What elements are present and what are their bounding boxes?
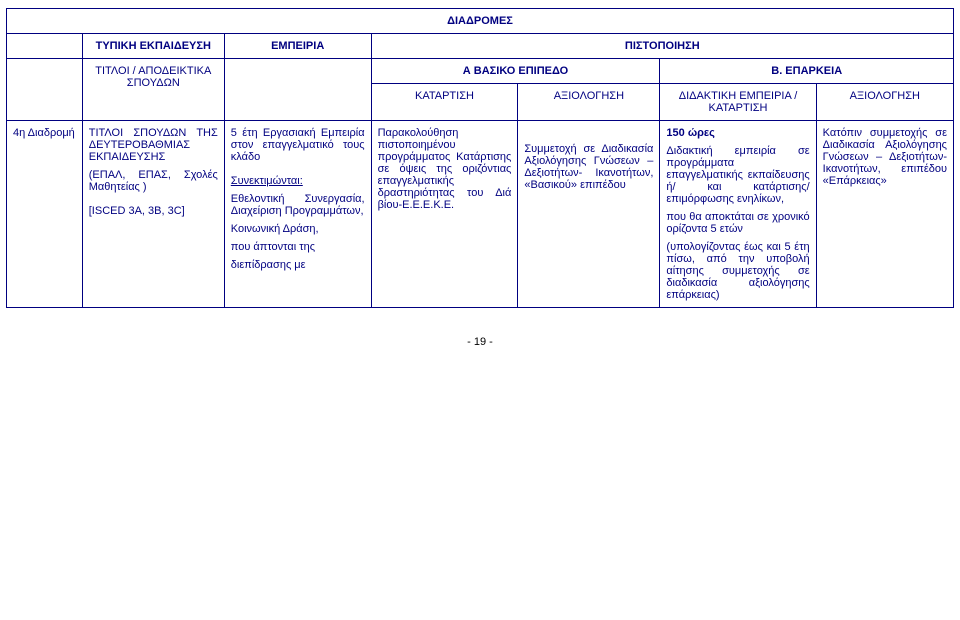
header-row-3: ΤΙΤΛΟΙ / ΑΠΟΔΕΙΚΤΙΚΑ ΣΠΟΥΔΩΝ Α ΒΑΣΙΚΟ ΕΠ… [7,59,954,84]
teach-p1: 150 ώρες [666,127,809,139]
header-certification: ΠΙΣΤΟΠΟΙΗΣΗ [371,34,953,59]
header-evaluation2: ΑΞΙΟΛΟΓΗΣΗ [816,84,953,121]
teach-p1-bold: 150 ώρες [666,127,714,139]
titles-line1: ΤΙΤΛΟΙ ΣΠΟΥΔΩΝ ΤΗΣ ΔΕΥΤΕΡΟΒΑΘΜΙΑΣ ΕΚΠΑΙΔ… [89,127,218,163]
main-table: ΔΙΑΔΡΟΜΕΣ ΤΥΠΙΚΗ ΕΚΠΑΙΔΕΥΣΗ ΕΜΠΕΙΡΙΑ ΠΙΣ… [6,8,954,308]
header-training: ΚΑΤΑΡΤΙΣΗ [371,84,518,121]
teach-p3: που θα αποκτάται σε χρονικό ορίζοντα 5 ε… [666,211,809,235]
header-teaching-training: ΔΙΔΑΚΤΙΚΗ ΕΜΠΕΙΡΙΑ / ΚΑΤΑΡΤΙΣΗ [660,84,816,121]
evaluation2-text: Κατόπιν συμμετοχής σε Διαδικασία Αξιολόγ… [823,127,947,187]
training-text: Παρακολούθηση πιστοποιημένου προγράμματο… [378,127,512,211]
header-adequacy: Β. ΕΠΑΡΚΕΙΑ [660,59,954,84]
cell-evaluation: Συμμετοχή σε Διαδικασία Αξιολόγησης Γνώσ… [518,121,660,308]
header-blank-2 [7,59,83,121]
page-number: - 19 - [6,336,954,348]
titles-line3: [ISCED 3A, 3B, 3C] [89,205,218,217]
cell-training: Παρακολούθηση πιστοποιημένου προγράμματο… [371,121,518,308]
evaluation-text: Συμμετοχή σε Διαδικασία Αξιολόγησης Γνώσ… [524,143,653,191]
header-titles-studies: ΤΙΤΛΟΙ / ΑΠΟΔΕΙΚΤΙΚΑ ΣΠΟΥΔΩΝ [82,59,224,121]
path-label-text: 4η Διαδρομή [13,127,75,139]
teach-p4: (υπολογίζοντας έως και 5 έτη πίσω, από τ… [666,241,809,301]
table-row: 4η Διαδρομή ΤΙΤΛΟΙ ΣΠΟΥΔΩΝ ΤΗΣ ΔΕΥΤΕΡΟΒΑ… [7,121,954,308]
header-title-row: ΔΙΑΔΡΟΜΕΣ [7,9,954,34]
header-experience: ΕΜΠΕΙΡΙΑ [224,34,371,59]
header-basic-level: Α ΒΑΣΙΚΟ ΕΠΙΠΕΔΟ [371,59,660,84]
titles-line2: (ΕΠΑΛ, ΕΠΑΣ, Σχολές Μαθητείας ) [89,169,218,193]
header-blank-1 [7,34,83,59]
page: ΔΙΑΔΡΟΜΕΣ ΤΥΠΙΚΗ ΕΚΠΑΙΔΕΥΣΗ ΕΜΠΕΙΡΙΑ ΠΙΣ… [0,0,960,620]
cell-evaluation2: Κατόπιν συμμετοχής σε Διαδικασία Αξιολόγ… [816,121,953,308]
exp-p1: 5 έτη Εργασιακή Εμπειρία στον επαγγελματ… [231,127,365,163]
header-typical-education: ΤΥΠΙΚΗ ΕΚΠΑΙΔΕΥΣΗ [82,34,224,59]
cell-experience: 5 έτη Εργασιακή Εμπειρία στον επαγγελματ… [224,121,371,308]
exp-p4: Κοινωνική Δράση, [231,223,365,235]
table-title: ΔΙΑΔΡΟΜΕΣ [7,9,954,34]
exp-p2: Συνεκτιμώνται: [231,175,365,187]
title-text: ΔΙΑΔΡΟΜΕΣ [447,15,513,27]
header-row-2: ΤΥΠΙΚΗ ΕΚΠΑΙΔΕΥΣΗ ΕΜΠΕΙΡΙΑ ΠΙΣΤΟΠΟΙΗΣΗ [7,34,954,59]
exp-p5: που άπτονται της [231,241,365,253]
exp-p3: Εθελοντική Συνεργασία, Διαχείριση Προγρα… [231,193,365,217]
cell-path-label: 4η Διαδρομή [7,121,83,308]
teach-p2: Διδακτική εμπειρία σε προγράμματα επαγγε… [666,145,809,205]
exp-p6: διεπίδρασης με [231,259,365,271]
header-evaluation: ΑΞΙΟΛΟΓΗΣΗ [518,84,660,121]
header-blank-3 [224,59,371,121]
cell-teaching: 150 ώρες Διδακτική εμπειρία σε προγράμμα… [660,121,816,308]
exp-p2-underline: Συνεκτιμώνται: [231,175,303,187]
cell-titles: ΤΙΤΛΟΙ ΣΠΟΥΔΩΝ ΤΗΣ ΔΕΥΤΕΡΟΒΑΘΜΙΑΣ ΕΚΠΑΙΔ… [82,121,224,308]
